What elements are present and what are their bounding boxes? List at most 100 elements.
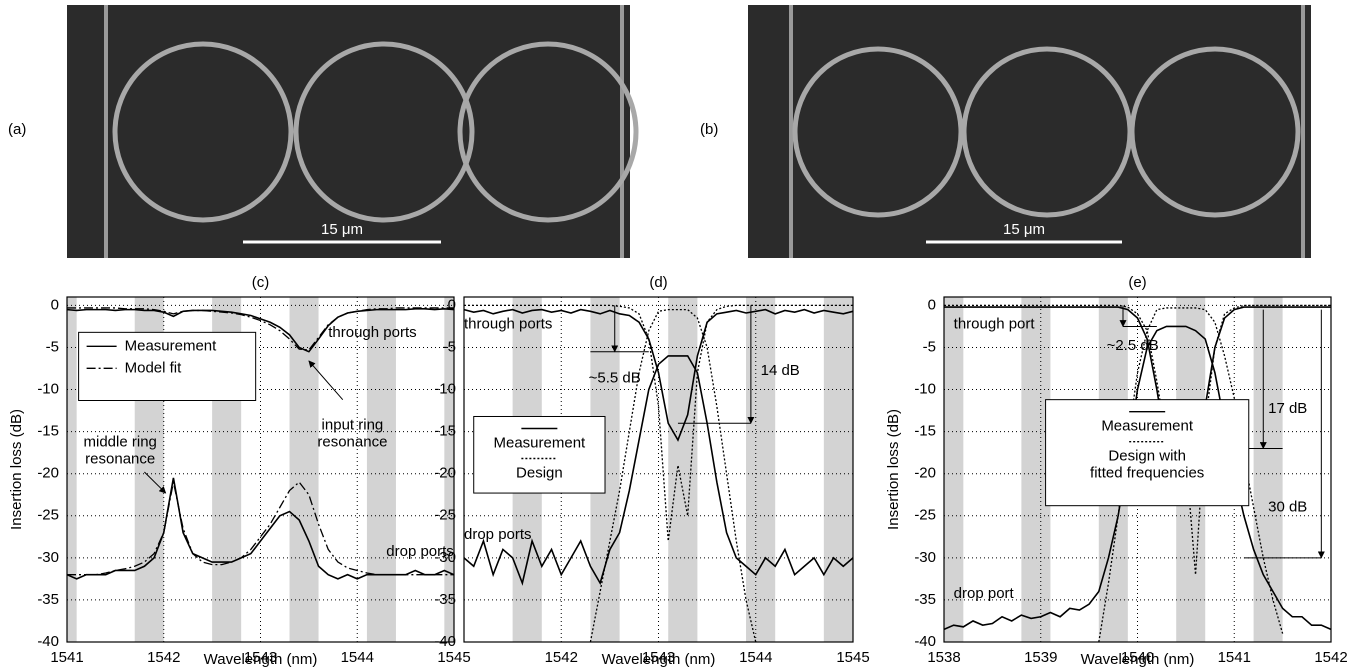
y-tick-label: -5 xyxy=(443,338,456,355)
x-tick-label: 1542 xyxy=(147,649,180,666)
y-tick-label: -35 xyxy=(914,591,936,608)
chart-title: (c) xyxy=(252,274,270,291)
x-axis-label: Wavelength (nm) xyxy=(204,651,318,668)
legend-label: Measurement xyxy=(1101,418,1194,435)
y-tick-label: 0 xyxy=(51,296,59,313)
series-line xyxy=(944,304,1331,575)
series-line xyxy=(1098,307,1284,643)
channel-band xyxy=(289,297,319,642)
y-tick-label: -35 xyxy=(434,591,456,608)
x-tick-label: 1543 xyxy=(244,649,277,666)
x-tick-label: 1544 xyxy=(341,649,374,666)
y-tick-label: -40 xyxy=(37,633,59,650)
channel-band xyxy=(668,297,698,642)
series-line xyxy=(589,308,757,643)
chart: (e) 1538 1539 1540 1541 1542 0 -5 -10 -15 -20 -25 -3… xyxy=(885,274,1348,668)
x-tick-label: 1545 xyxy=(437,649,470,666)
x-tick-label: 1540 xyxy=(1121,649,1154,666)
y-tick-label: -30 xyxy=(914,549,936,566)
legend-label: Design with fitted frequencies xyxy=(1090,448,1204,482)
x-axis-label: Wavelength (nm) xyxy=(602,651,716,668)
series-line xyxy=(463,355,854,586)
scale-bar-label: 15 μm xyxy=(1003,221,1045,238)
series-line xyxy=(66,307,455,353)
annotation: input ring resonance xyxy=(317,417,387,451)
annotation-arrow xyxy=(308,360,344,400)
y-tick-label: -30 xyxy=(37,549,59,566)
y-tick-label: -15 xyxy=(37,423,59,440)
series-line xyxy=(67,307,454,351)
x-tick-label: 1542 xyxy=(545,649,578,666)
plot-frame xyxy=(66,296,455,643)
panel-label: (a) xyxy=(8,121,26,138)
y-tick-label: -20 xyxy=(914,465,936,482)
annotation: ~2.5 dB xyxy=(1107,337,1159,354)
chart-title: (d) xyxy=(649,274,667,291)
x-axis-label: Wavelength (nm) xyxy=(1081,651,1195,668)
y-tick-label: -30 xyxy=(434,549,456,566)
ring-resonator xyxy=(293,41,475,223)
channel-band xyxy=(823,297,853,642)
x-tick-label: 1538 xyxy=(927,649,960,666)
x-tick-label: 1542 xyxy=(1314,649,1347,666)
annotation: drop ports xyxy=(464,526,532,543)
x-tick-label: 1543 xyxy=(642,649,675,666)
annotation: drop ports xyxy=(386,543,454,560)
y-tick-label: -25 xyxy=(37,507,59,524)
annotation: middle ring resonance xyxy=(84,434,157,468)
plot-frame xyxy=(943,296,1332,643)
channel-band xyxy=(1253,297,1283,642)
y-tick-label: -20 xyxy=(37,465,59,482)
channel-band xyxy=(366,297,396,642)
legend-box xyxy=(473,415,606,494)
channel-band xyxy=(67,297,77,642)
x-tick-label: 1541 xyxy=(50,649,83,666)
annotation: 30 dB xyxy=(1268,498,1307,515)
y-tick-label: 0 xyxy=(448,296,456,313)
y-tick-label: -25 xyxy=(434,507,456,524)
y-tick-label: -10 xyxy=(434,381,456,398)
y-tick-label: -25 xyxy=(914,507,936,524)
annotation: through ports xyxy=(328,324,416,341)
annotation: ~5.5 dB xyxy=(589,370,641,387)
chart: (c) 1541 1542 1543 1544 1545 0 -5 -10 -15 -20 -25 -3… xyxy=(8,274,471,668)
channel-band xyxy=(944,297,964,642)
annotation: through ports xyxy=(464,316,552,333)
ring-resonator xyxy=(1129,46,1301,218)
annotation: through port xyxy=(954,316,1036,333)
ring-resonator xyxy=(112,41,294,223)
x-tick-label: 1541 xyxy=(1218,649,1251,666)
y-tick-label: 0 xyxy=(928,296,936,313)
legend-box xyxy=(78,331,257,401)
y-tick-label: -10 xyxy=(37,381,59,398)
y-tick-label: -20 xyxy=(434,465,456,482)
ring-resonator xyxy=(792,46,964,218)
annotation-arrow xyxy=(144,471,167,494)
y-axis-label: Insertion loss (dB) xyxy=(8,409,25,530)
y-tick-label: -15 xyxy=(434,423,456,440)
annotation: 14 dB xyxy=(761,362,800,379)
scale-bar-label: 15 μm xyxy=(321,221,363,238)
y-tick-label: -5 xyxy=(923,338,936,355)
y-tick-label: -15 xyxy=(914,423,936,440)
series-line xyxy=(464,304,853,542)
panel-label: (b) xyxy=(700,121,718,138)
y-tick-label: -40 xyxy=(914,633,936,650)
chart-title: (e) xyxy=(1128,274,1146,291)
series-line xyxy=(944,306,1331,477)
chart: (d) 1542 1543 1544 1545 0 -5 -10 -15 -20 -25 -30 -35… xyxy=(434,274,869,668)
series-line xyxy=(67,481,454,576)
y-tick-label: -5 xyxy=(46,338,59,355)
channel-band xyxy=(444,297,454,642)
legend-label: Model fit xyxy=(125,359,183,376)
legend-label: Design xyxy=(516,464,563,481)
y-tick-label: -10 xyxy=(914,381,936,398)
x-tick-label: 1539 xyxy=(1024,649,1057,666)
annotation: 17 dB xyxy=(1268,400,1307,417)
x-tick-label: 1544 xyxy=(739,649,772,666)
plot-frame xyxy=(463,296,854,643)
legend-label: Measurement xyxy=(125,337,218,354)
legend-label: Measurement xyxy=(494,434,587,451)
